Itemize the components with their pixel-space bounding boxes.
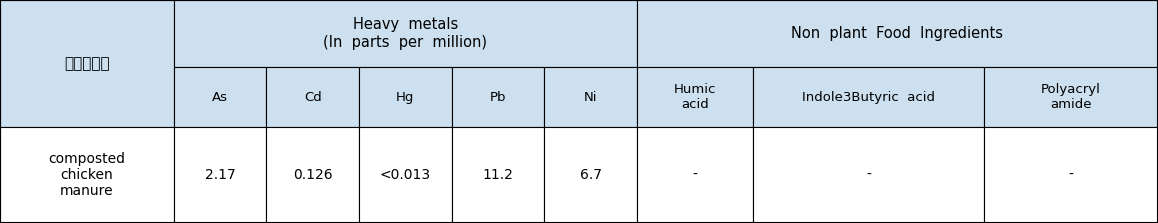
Bar bbox=[174, 67, 266, 127]
Bar bbox=[984, 127, 1158, 223]
Text: composted
chicken
manure: composted chicken manure bbox=[49, 152, 125, 198]
Bar bbox=[984, 67, 1158, 127]
Text: 2.17: 2.17 bbox=[205, 168, 235, 182]
Text: -: - bbox=[692, 168, 697, 182]
Text: Polyacryl
amide: Polyacryl amide bbox=[1041, 83, 1101, 111]
Bar bbox=[174, 0, 637, 67]
Bar bbox=[359, 127, 452, 223]
Text: As: As bbox=[212, 91, 228, 103]
Text: -: - bbox=[1069, 168, 1073, 182]
Text: Ni: Ni bbox=[584, 91, 598, 103]
Bar bbox=[753, 67, 984, 127]
Bar bbox=[637, 67, 753, 127]
Bar bbox=[266, 127, 359, 223]
Text: <0.013: <0.013 bbox=[380, 168, 431, 182]
Bar bbox=[452, 127, 544, 223]
Bar bbox=[266, 67, 359, 127]
Bar bbox=[753, 127, 984, 223]
Text: Cd: Cd bbox=[303, 91, 322, 103]
Text: Non  plant  Food  Ingredients: Non plant Food Ingredients bbox=[791, 26, 1004, 41]
Bar bbox=[174, 127, 266, 223]
Bar bbox=[359, 67, 452, 127]
Bar bbox=[637, 127, 753, 223]
Text: 11.2: 11.2 bbox=[483, 168, 513, 182]
Bar bbox=[544, 67, 637, 127]
Text: Hg: Hg bbox=[396, 91, 415, 103]
Bar bbox=[0, 127, 174, 223]
Text: -: - bbox=[866, 168, 871, 182]
Bar bbox=[0, 0, 174, 127]
Text: Heavy  metals
(In  parts  per  million): Heavy metals (In parts per million) bbox=[323, 17, 488, 50]
Text: 0.126: 0.126 bbox=[293, 168, 332, 182]
Bar bbox=[544, 127, 637, 223]
Bar bbox=[637, 0, 1158, 67]
Text: 퇴비상품명: 퇴비상품명 bbox=[64, 56, 110, 71]
Text: Humic
acid: Humic acid bbox=[674, 83, 716, 111]
Text: Indole3Butyric  acid: Indole3Butyric acid bbox=[802, 91, 935, 103]
Text: Pb: Pb bbox=[490, 91, 506, 103]
Bar bbox=[452, 67, 544, 127]
Text: 6.7: 6.7 bbox=[580, 168, 601, 182]
